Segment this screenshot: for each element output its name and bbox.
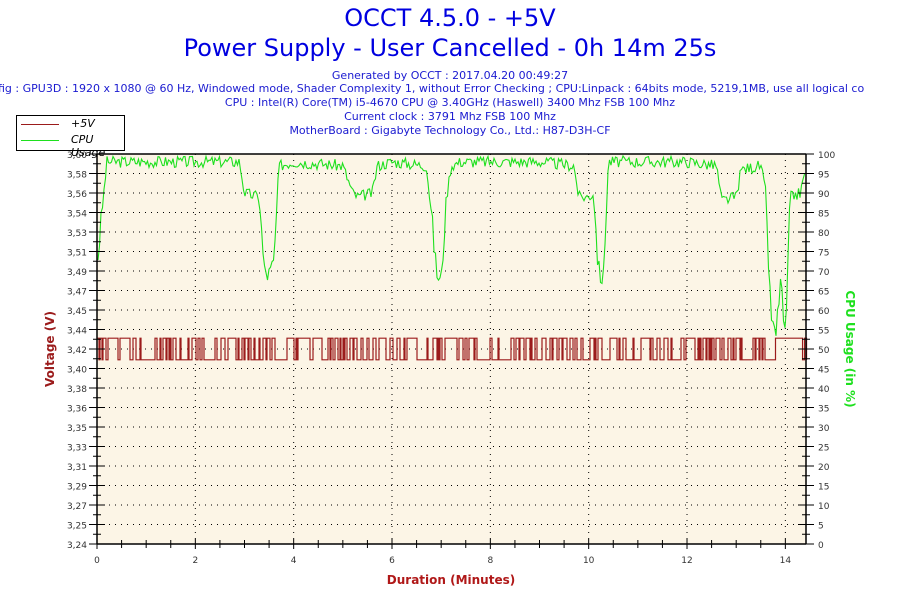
svg-text:3,35: 3,35 [67, 424, 87, 434]
svg-text:3,29: 3,29 [67, 483, 87, 493]
svg-text:65: 65 [818, 288, 829, 298]
svg-text:5: 5 [818, 522, 824, 532]
svg-text:15: 15 [818, 483, 829, 493]
svg-text:4: 4 [291, 556, 297, 566]
svg-text:3,53: 3,53 [67, 229, 87, 239]
svg-text:80: 80 [818, 229, 830, 239]
svg-text:100: 100 [818, 151, 835, 161]
svg-text:3,51: 3,51 [67, 249, 87, 259]
svg-text:3,45: 3,45 [67, 307, 87, 317]
motherboard-info: MotherBoard : Gigabyte Technology Co., L… [289, 124, 611, 137]
cpu-swatch [21, 140, 59, 141]
grid-lines [97, 154, 806, 544]
svg-text:0: 0 [94, 556, 100, 566]
svg-text:20: 20 [818, 463, 830, 473]
config-info: fig : GPU3D : 1920 x 1080 @ 60 Hz, Windo… [0, 82, 865, 95]
legend-item-voltage: +5V [17, 117, 124, 132]
svg-text:70: 70 [818, 268, 830, 278]
legend-label: CPU Usage [71, 133, 106, 159]
chart-title: OCCT 4.5.0 - +5V [344, 4, 556, 32]
x-axis-title: Duration (Minutes) [387, 573, 515, 587]
svg-text:3,27: 3,27 [67, 502, 87, 512]
svg-text:2: 2 [192, 556, 198, 566]
svg-text:45: 45 [818, 366, 829, 376]
svg-text:3,24: 3,24 [67, 541, 87, 551]
svg-text:3,42: 3,42 [67, 346, 87, 356]
svg-text:3,31: 3,31 [67, 463, 87, 473]
svg-text:10: 10 [583, 556, 595, 566]
clock-info: Current clock : 3791 Mhz FSB 100 Mhz [344, 110, 556, 123]
svg-text:8: 8 [487, 556, 493, 566]
chart-subtitle: Power Supply - User Cancelled - 0h 14m 2… [183, 34, 717, 62]
svg-text:90: 90 [818, 190, 830, 200]
svg-text:30: 30 [818, 424, 830, 434]
svg-text:95: 95 [818, 171, 829, 181]
legend: +5V CPU Usage [16, 115, 125, 159]
svg-text:6: 6 [389, 556, 395, 566]
legend-item-cpu: CPU Usage [17, 133, 124, 159]
svg-text:3,60: 3,60 [67, 151, 87, 161]
svg-text:3,49: 3,49 [67, 268, 87, 278]
svg-text:3,56: 3,56 [67, 190, 87, 200]
svg-text:3,40: 3,40 [67, 366, 87, 376]
svg-text:14: 14 [780, 556, 792, 566]
svg-text:3,33: 3,33 [67, 444, 87, 454]
y-axis-title: Voltage (V) [43, 311, 57, 387]
svg-text:0: 0 [818, 541, 824, 551]
legend-label: +5V [71, 117, 95, 130]
svg-text:25: 25 [818, 444, 829, 454]
svg-text:12: 12 [681, 556, 692, 566]
cpu-info: CPU : Intel(R) Core(TM) i5-4670 CPU @ 3.… [224, 96, 676, 109]
svg-text:55: 55 [818, 327, 829, 337]
svg-text:50: 50 [818, 346, 830, 356]
y2-axis-title: CPU Usage (in %) [843, 290, 857, 407]
svg-text:85: 85 [818, 210, 829, 220]
svg-text:3,25: 3,25 [67, 522, 87, 532]
svg-text:60: 60 [818, 307, 830, 317]
svg-text:3,47: 3,47 [67, 288, 87, 298]
series-lines [97, 154, 808, 361]
svg-text:10: 10 [818, 502, 830, 512]
svg-text:40: 40 [818, 385, 830, 395]
svg-text:75: 75 [818, 249, 829, 259]
svg-text:3,36: 3,36 [67, 405, 87, 415]
svg-text:3,58: 3,58 [67, 171, 87, 181]
voltage-swatch [21, 124, 59, 125]
svg-text:3,44: 3,44 [67, 327, 87, 337]
svg-text:35: 35 [818, 405, 829, 415]
svg-text:3,54: 3,54 [67, 210, 87, 220]
svg-text:3,38: 3,38 [67, 385, 87, 395]
generated-info: Generated by OCCT : 2017.04.20 00:49:27 [331, 69, 569, 82]
